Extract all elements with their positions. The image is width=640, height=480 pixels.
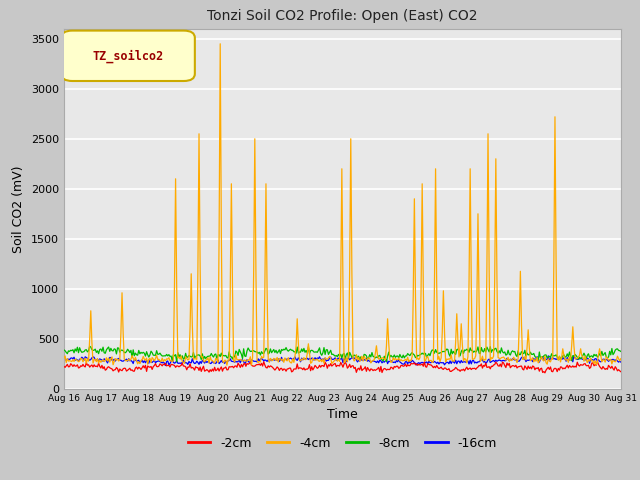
Legend: -2cm, -4cm, -8cm, -16cm: -2cm, -4cm, -8cm, -16cm <box>183 432 502 455</box>
Y-axis label: Soil CO2 (mV): Soil CO2 (mV) <box>12 165 26 252</box>
Title: Tonzi Soil CO2 Profile: Open (East) CO2: Tonzi Soil CO2 Profile: Open (East) CO2 <box>207 10 477 24</box>
X-axis label: Time: Time <box>327 408 358 421</box>
Text: TZ_soilco2: TZ_soilco2 <box>92 49 164 62</box>
FancyBboxPatch shape <box>61 31 195 81</box>
